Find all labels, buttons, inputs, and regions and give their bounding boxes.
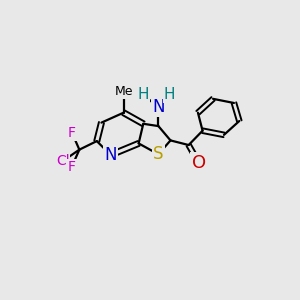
Text: F: F (68, 126, 76, 140)
Text: S: S (153, 145, 164, 163)
Text: N: N (104, 146, 117, 164)
Text: O: O (192, 154, 206, 172)
Text: Cl: Cl (56, 154, 69, 168)
Text: H: H (164, 87, 175, 102)
Text: N: N (152, 98, 165, 116)
Text: H: H (137, 87, 149, 102)
Text: F: F (68, 160, 76, 173)
Text: Me: Me (114, 85, 133, 98)
